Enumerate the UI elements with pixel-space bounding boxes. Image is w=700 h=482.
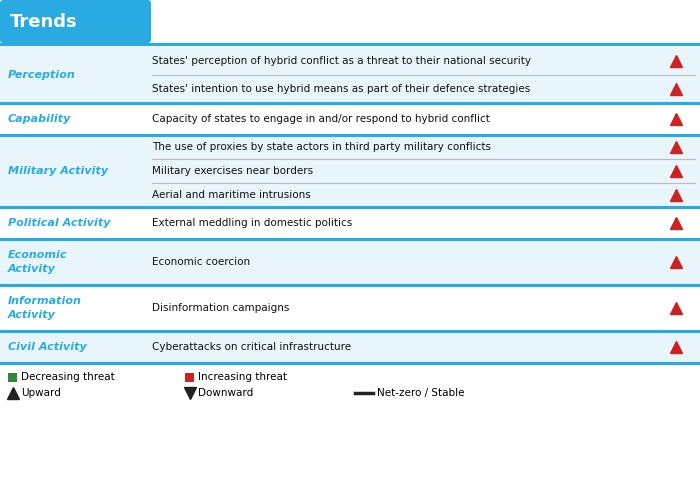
Text: Military exercises near borders: Military exercises near borders — [152, 166, 313, 176]
Text: External meddling in domestic politics: External meddling in domestic politics — [152, 218, 352, 228]
Text: States' intention to use hybrid means as part of their defence strategies: States' intention to use hybrid means as… — [152, 84, 531, 94]
FancyBboxPatch shape — [0, 0, 151, 43]
Text: Increasing threat: Increasing threat — [198, 373, 287, 383]
Text: The use of proxies by state actors in third party military conflicts: The use of proxies by state actors in th… — [152, 142, 491, 152]
Bar — [0, 103, 700, 135]
Text: Capacity of states to engage in and/or respond to hybrid conflict: Capacity of states to engage in and/or r… — [152, 114, 490, 124]
Bar — [0, 135, 700, 207]
Text: Capability: Capability — [8, 114, 71, 124]
Text: Aerial and maritime intrusions: Aerial and maritime intrusions — [152, 190, 311, 200]
Text: Political Activity: Political Activity — [8, 218, 111, 228]
Text: Decreasing threat: Decreasing threat — [21, 373, 115, 383]
Text: Military Activity: Military Activity — [8, 166, 108, 176]
Text: Perception: Perception — [8, 70, 76, 80]
Text: Economic
Activity: Economic Activity — [8, 251, 67, 274]
Text: Economic coercion: Economic coercion — [152, 257, 250, 267]
Bar — [0, 207, 700, 239]
Text: States' perception of hybrid conflict as a threat to their national security: States' perception of hybrid conflict as… — [152, 56, 531, 66]
Bar — [8, 373, 17, 382]
Text: Cyberattacks on critical infrastructure: Cyberattacks on critical infrastructure — [152, 342, 351, 352]
Bar — [185, 373, 194, 382]
Bar — [0, 47, 700, 103]
Text: Net-zero / Stable: Net-zero / Stable — [377, 388, 465, 398]
Text: Information
Activity: Information Activity — [8, 296, 82, 320]
Bar — [0, 331, 700, 363]
Text: Downward: Downward — [198, 388, 253, 398]
Text: Disinformation campaigns: Disinformation campaigns — [152, 303, 289, 313]
Text: Trends: Trends — [10, 13, 78, 31]
Text: Civil Activity: Civil Activity — [8, 342, 87, 352]
Bar — [0, 239, 700, 285]
Bar — [0, 285, 700, 331]
Text: Upward: Upward — [21, 388, 61, 398]
